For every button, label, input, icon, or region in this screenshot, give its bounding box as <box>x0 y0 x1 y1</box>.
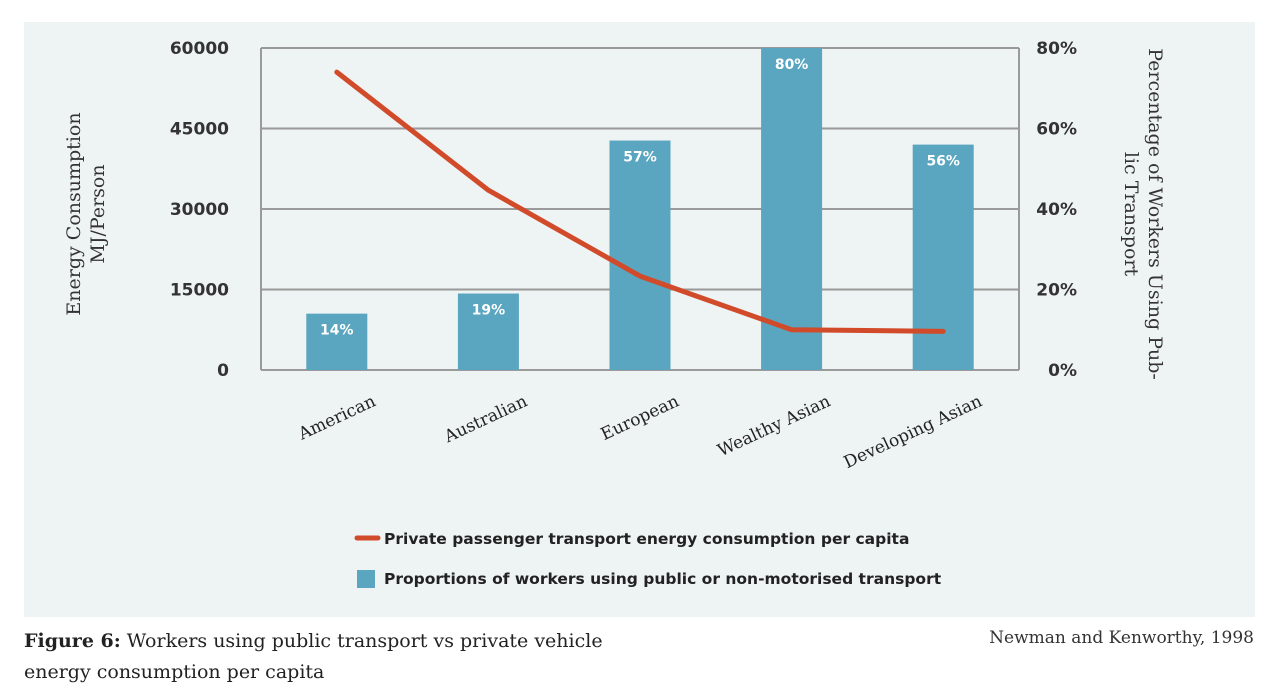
bar <box>457 293 519 370</box>
caption-label: Figure 6: <box>24 630 121 652</box>
chart: 14% 19% 57% 80% 56% 0 0% 15000 20% 30000 40% 45000… <box>63 39 1166 588</box>
y-right-title-line2: lic Transport <box>1120 152 1142 277</box>
y-right-tick-label: 80% <box>1036 39 1077 59</box>
x-tick-label: European <box>598 391 682 445</box>
x-tick-label: Developing Asian <box>841 391 986 473</box>
y-left-title-line2: MJ/Person <box>87 164 109 263</box>
legend-bar-swatch <box>357 570 375 588</box>
y-right-tick-label: 20% <box>1036 281 1077 301</box>
bar <box>912 144 974 370</box>
y-left-tick-label: 30000 <box>170 200 229 220</box>
bar <box>609 140 671 370</box>
x-tick-label: Australian <box>440 391 530 447</box>
bar-data-label: 57% <box>623 150 657 166</box>
legend-bar-label: Proportions of workers using public or n… <box>384 570 942 588</box>
y-left-tick-label: 15000 <box>170 281 229 301</box>
y-right-tick-label: 0% <box>1048 361 1077 381</box>
y-right-tick-label: 60% <box>1036 120 1077 140</box>
y-right-title-line1: Percentage of Workers Using Pub- <box>1144 48 1166 380</box>
bar-data-label: 19% <box>472 303 506 319</box>
y-left-tick-label: 0 <box>217 361 229 381</box>
bar-data-label: 56% <box>926 154 960 170</box>
x-tick-label: American <box>295 391 379 444</box>
legend-line-label: Private passenger transport energy consu… <box>384 530 909 548</box>
bar-data-label: 80% <box>775 57 809 73</box>
caption-text: Workers using public transport vs privat… <box>24 630 603 683</box>
bar <box>306 313 368 370</box>
bar-data-label: 14% <box>320 323 354 339</box>
series-line <box>334 69 946 334</box>
source-citation: Newman and Kenworthy, 1998 <box>989 628 1254 648</box>
y-left-tick-label: 45000 <box>170 120 229 140</box>
y-right-tick-label: 40% <box>1036 200 1077 220</box>
bar <box>761 48 823 370</box>
x-tick-label: Wealthy Asian <box>715 391 834 461</box>
y-left-title-line1: Energy Consumption <box>63 112 85 315</box>
figure-caption: Figure 6: Workers using public transport… <box>24 626 664 688</box>
y-left-tick-label: 60000 <box>170 39 229 59</box>
